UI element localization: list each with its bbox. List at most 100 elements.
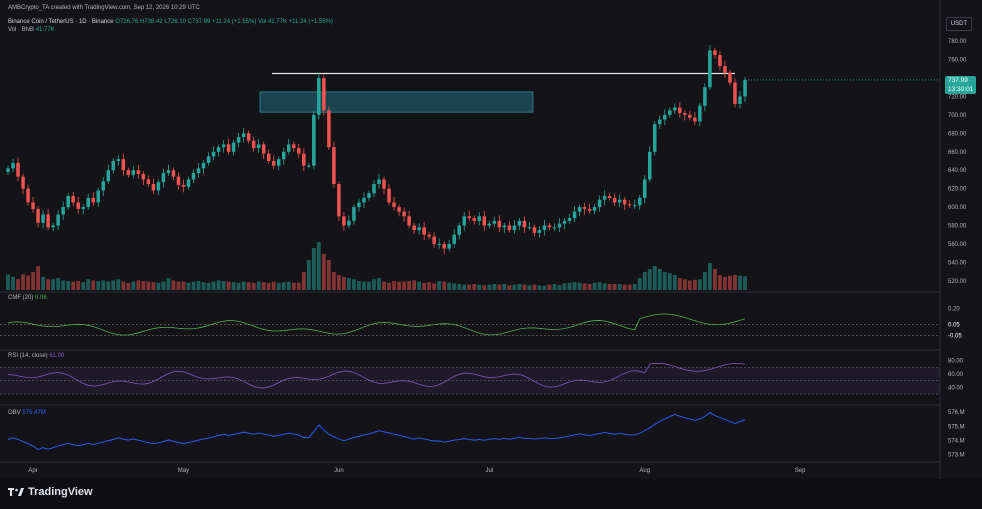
- volume-bar: [251, 282, 256, 290]
- volume-bar: [492, 284, 497, 290]
- candle: [592, 207, 597, 211]
- candle: [622, 199, 627, 205]
- candle: [637, 197, 642, 206]
- candle: [171, 170, 176, 177]
- price-tick-label: 520.00: [948, 279, 967, 285]
- volume-bar: [186, 282, 191, 290]
- volume-bar: [201, 282, 206, 290]
- candle: [322, 78, 326, 111]
- volume-bar: [392, 281, 396, 290]
- volume-bar: [632, 284, 637, 290]
- candle: [156, 182, 161, 191]
- brand-name: TradingView: [28, 486, 93, 498]
- candle: [492, 220, 497, 224]
- cmf-legend[interactable]: CMF (20) 0.08: [8, 294, 47, 302]
- symbol-name[interactable]: Binance Coin / TetherUS · 1D · Binance: [8, 19, 114, 25]
- volume-bar: [642, 272, 647, 290]
- volume-bar: [672, 275, 677, 290]
- candle: [211, 151, 216, 157]
- price-tick-label: 580.00: [948, 224, 967, 230]
- candle: [587, 208, 592, 211]
- rsi-legend[interactable]: RSI (14, close) 61.00: [8, 352, 64, 360]
- candle: [472, 218, 477, 221]
- candle: [743, 79, 747, 97]
- cmf-tick-label: 0.20: [948, 307, 960, 313]
- volume-bar: [713, 269, 717, 290]
- volume-bar: [552, 284, 557, 290]
- volume-bar: [76, 281, 81, 290]
- candle: [412, 225, 416, 231]
- candle: [11, 162, 15, 169]
- volume-bar: [652, 266, 657, 290]
- volume-bar: [602, 283, 607, 290]
- volume-bar: [592, 282, 597, 290]
- candle: [126, 170, 131, 175]
- price-tick-label: 660.00: [948, 150, 967, 156]
- candle: [437, 243, 441, 245]
- candle: [66, 196, 70, 208]
- cmf-tick-label: -0.05: [948, 333, 962, 339]
- candle: [231, 142, 236, 152]
- price-tick-label: 600.00: [948, 205, 967, 211]
- candle: [693, 117, 697, 122]
- candle: [317, 78, 321, 115]
- volume-bar: [86, 279, 91, 290]
- candle: [236, 137, 241, 143]
- candle: [121, 159, 126, 171]
- candle: [577, 207, 582, 212]
- obv-label: OBV: [8, 410, 21, 416]
- candle: [567, 218, 572, 221]
- volume-bar: [306, 260, 311, 290]
- volume-value: 41.77K: [35, 27, 55, 33]
- volume-bar: [151, 282, 156, 290]
- candle: [21, 176, 25, 189]
- candle: [307, 165, 311, 167]
- candle: [116, 159, 121, 161]
- time-axis-label: May: [178, 468, 189, 474]
- currency-selector[interactable]: USDT: [946, 17, 972, 31]
- candle: [487, 223, 492, 226]
- obv-tick-label: 573.M: [948, 452, 965, 458]
- volume-bar: [56, 278, 61, 290]
- candle: [36, 208, 40, 223]
- volume-bar: [412, 280, 417, 290]
- candle: [287, 144, 291, 152]
- candle: [442, 243, 446, 249]
- volume-bar: [567, 282, 572, 290]
- volume-bar: [497, 284, 502, 290]
- volume-bar: [96, 281, 101, 290]
- volume-bar: [226, 281, 231, 290]
- candle: [522, 220, 527, 228]
- volume-bar: [176, 281, 181, 290]
- volume-bar: [352, 279, 356, 290]
- volume-bar: [482, 285, 487, 290]
- volume-bar: [101, 280, 106, 290]
- chart-canvas[interactable]: 520.00 540.00 560.00 580.00 600.00 620.00 640.…: [0, 0, 982, 479]
- volume-bar: [131, 281, 136, 290]
- time-axis-label: Aug: [639, 468, 650, 474]
- rsi-tick-label: 80.00: [948, 359, 964, 365]
- volume-bar: [432, 283, 437, 290]
- obv-line: [7, 412, 746, 451]
- volume-bar: [617, 284, 622, 290]
- volume-bar: [452, 283, 457, 290]
- volume-bar: [246, 282, 251, 290]
- volume-bar: [572, 282, 577, 290]
- time-axis-label: Apr: [28, 468, 37, 474]
- volume-bar: [667, 273, 672, 290]
- volume-bar: [547, 284, 552, 290]
- volume-bar: [557, 285, 562, 290]
- volume-bar: [733, 275, 737, 290]
- candle: [653, 124, 657, 152]
- volume-bar: [637, 278, 642, 290]
- tradingview-logo[interactable]: TradingView: [8, 486, 93, 498]
- volume-bar: [697, 279, 702, 290]
- volume-bar: [276, 282, 281, 290]
- obv-legend[interactable]: OBV 575.47M: [8, 409, 46, 417]
- volume-bar: [467, 284, 472, 290]
- candle: [362, 197, 366, 203]
- candle: [527, 227, 532, 229]
- candle: [482, 216, 487, 226]
- price-tick-label: 780.00: [948, 39, 967, 45]
- candle: [397, 207, 401, 212]
